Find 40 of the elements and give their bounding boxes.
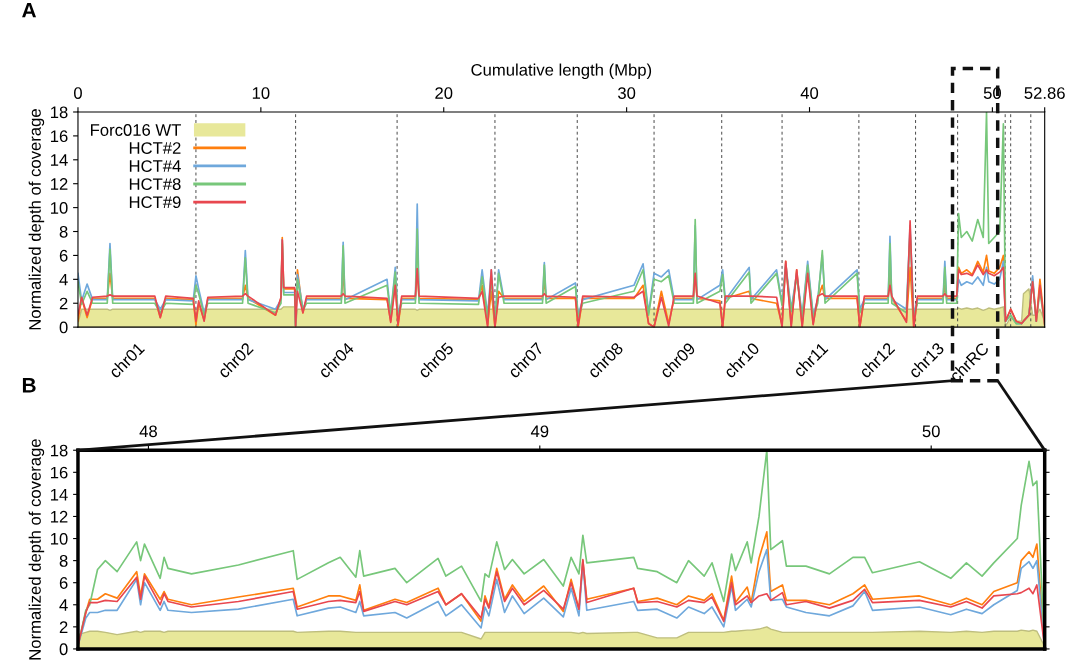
y-tick-label: 8 bbox=[59, 225, 68, 238]
x-tick-label: 40 bbox=[800, 87, 819, 99]
y-tick-label: 10 bbox=[50, 202, 68, 214]
y-tick-label: 4 bbox=[59, 599, 68, 611]
y-tick-label: 18 bbox=[50, 444, 68, 457]
y-tick-label: 14 bbox=[50, 488, 68, 501]
y-tick-label: 0 bbox=[59, 321, 68, 334]
y-tick-label: 18 bbox=[50, 106, 68, 119]
x-tick-label: 48 bbox=[139, 425, 157, 438]
x-tick-label: 52.86 bbox=[1024, 87, 1065, 99]
y-axis-title: Normalized depth of coverage bbox=[28, 109, 45, 330]
legend-label: HCT#8 bbox=[129, 178, 181, 191]
y-tick-label: 8 bbox=[59, 555, 68, 567]
y-tick-label: 16 bbox=[50, 466, 68, 479]
legend-label: HCT#4 bbox=[129, 160, 181, 172]
legend-label: HCT#9 bbox=[129, 196, 181, 209]
y-tick-label: 4 bbox=[59, 273, 68, 286]
text: B bbox=[22, 378, 36, 393]
y-tick-label: 12 bbox=[50, 510, 68, 523]
x-tick-label: 50 bbox=[922, 425, 940, 438]
x-tick-label: 30 bbox=[617, 87, 636, 99]
y-tick-label: 6 bbox=[59, 249, 68, 262]
x-tick-label: 20 bbox=[435, 87, 453, 99]
y-axis-title: Normalized depth of coverage bbox=[28, 439, 45, 660]
legend-label: HCT#2 bbox=[129, 142, 181, 154]
x-axis-title: Cumulative length (Mbp) bbox=[471, 63, 652, 80]
y-tick-label: 14 bbox=[50, 154, 68, 166]
y-tick-label: 0 bbox=[59, 643, 68, 656]
legend-label: Forc016 WT bbox=[91, 124, 181, 136]
y-tick-label: 12 bbox=[50, 178, 68, 190]
y-tick-label: 10 bbox=[50, 532, 68, 545]
y-tick-label: 2 bbox=[59, 297, 68, 310]
y-tick-label: 6 bbox=[59, 577, 68, 589]
text: A bbox=[22, 3, 37, 18]
x-tick-label: 50 bbox=[983, 87, 1001, 99]
y-tick-label: 2 bbox=[59, 621, 68, 633]
x-tick-label: 10 bbox=[252, 87, 270, 99]
x-tick-label: 0 bbox=[73, 87, 82, 99]
y-tick-label: 16 bbox=[50, 130, 68, 143]
x-tick-label: 49 bbox=[530, 425, 549, 438]
